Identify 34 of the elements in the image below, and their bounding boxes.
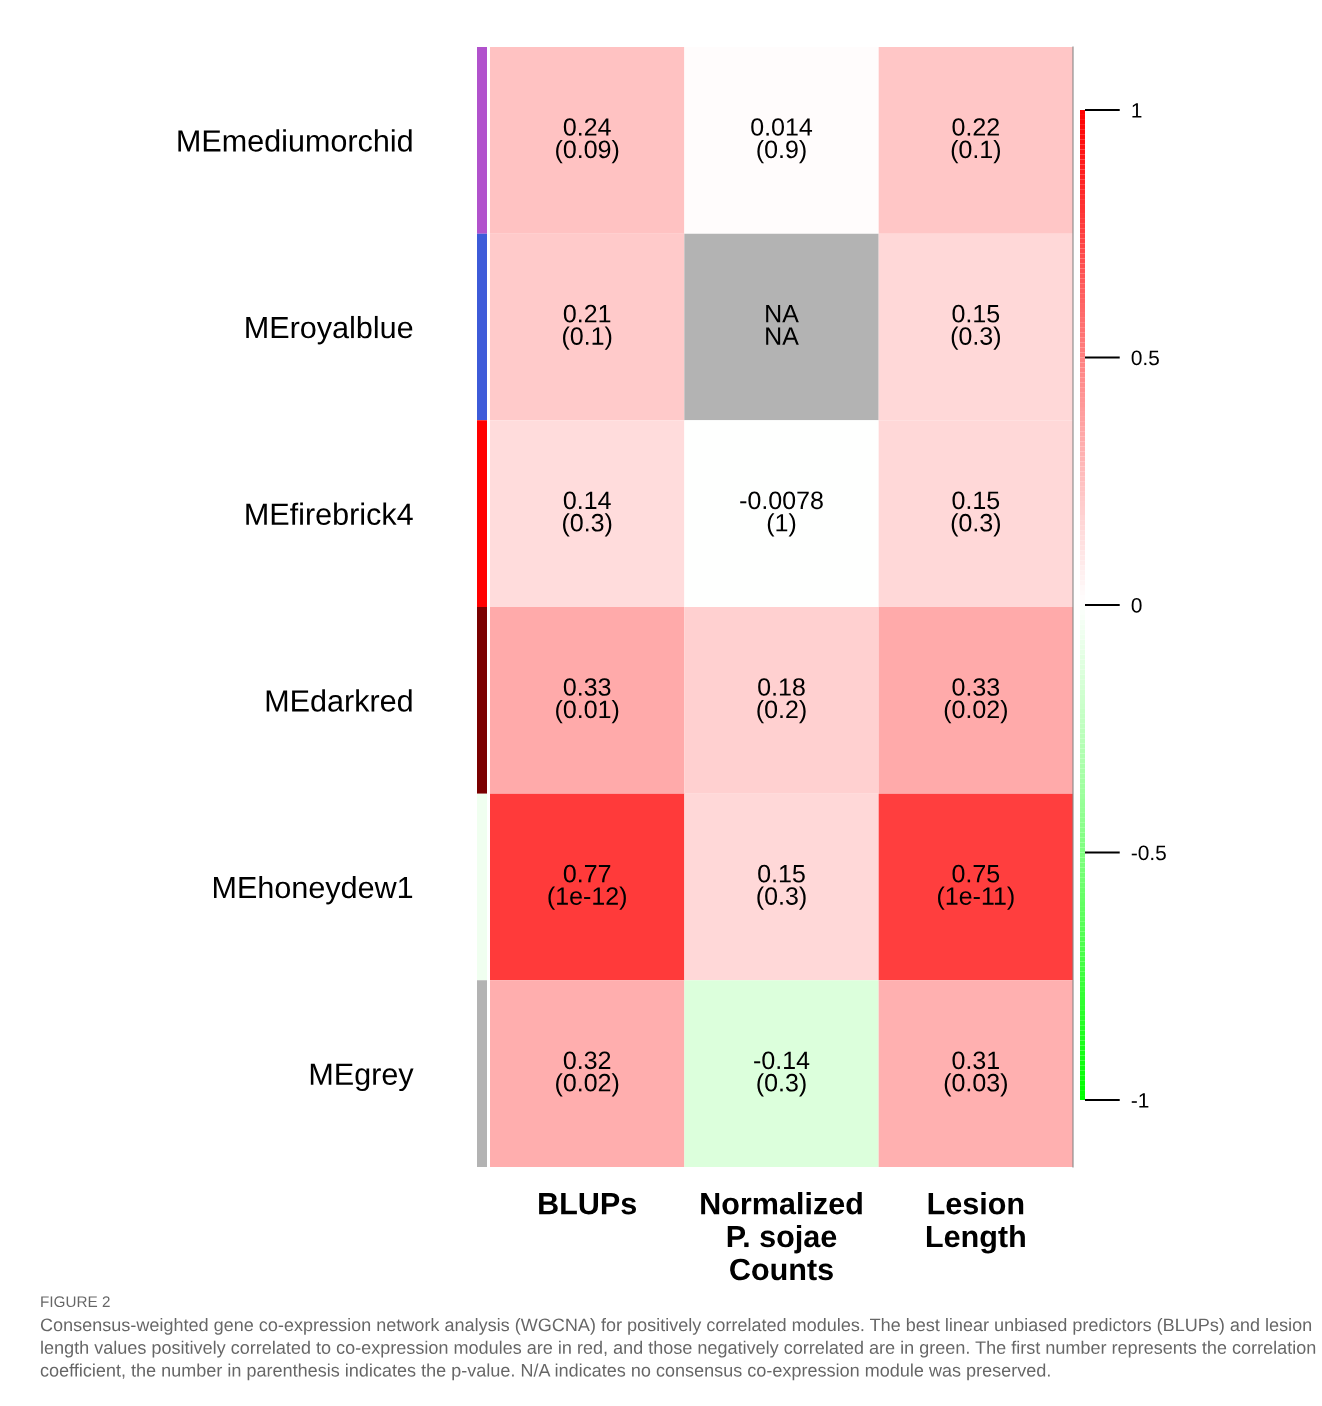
text: NA NA bbox=[766, 305, 799, 345]
y-tick-label: MEgrey bbox=[310, 1063, 414, 1092]
color-bar-label: 0.5 bbox=[1131, 350, 1159, 366]
data-label: -0.0078 (1) bbox=[740, 491, 823, 537]
data-label: 0.21 (0.1) bbox=[563, 304, 612, 350]
data-label: 0.15 (0.3) bbox=[757, 864, 806, 910]
data-label: 0.24 (0.09) bbox=[556, 118, 619, 164]
y-tick-label: MEhoneydew1 bbox=[214, 875, 413, 905]
y-tick-label: MEdarkred bbox=[266, 689, 412, 712]
data-label: -0.14 (0.3) bbox=[754, 1051, 810, 1097]
color-bar-label: 0 bbox=[1131, 598, 1142, 613]
color-bar-label: -0.5 bbox=[1131, 845, 1166, 861]
caption: FIGURE 2 bbox=[41, 1296, 110, 1308]
data-label: 0.33 (0.01) bbox=[556, 678, 619, 724]
x-tick-label: BLUPs bbox=[539, 1193, 636, 1215]
data-label: 0.75 (1e-11) bbox=[938, 864, 1014, 910]
y-tick-label: MEroyalblue bbox=[246, 315, 413, 345]
color-bar-label: -1 bbox=[1131, 1093, 1149, 1108]
y-tick-label: MEmediumorchid bbox=[178, 129, 412, 152]
data-label: 0.15 (0.3) bbox=[951, 491, 1000, 537]
data-label: 0.18 (0.2) bbox=[757, 678, 806, 724]
x-tick-label: Lesion Length bbox=[926, 1192, 1025, 1254]
text: Consensus-weighted gene co-expression network analysis (WGCNA) for positively correlated modules. The best linear unbiased predictors (BLUPs) and lesion length values positively correlated to co-expression modules are in red, and those negatively correlated are in green. The first number represents the correlation coefficient, the number in parenthesis indicates the p-value. N/A indicates no consensus co-expression module was preserved. bbox=[40, 1318, 1316, 1381]
data-label: 0.32 (0.02) bbox=[556, 1051, 619, 1097]
data-label: 0.33 (0.02) bbox=[944, 678, 1007, 724]
data-label: 0.77 (1e-12) bbox=[548, 864, 626, 910]
x-tick-label: Normalized P. sojae Counts bbox=[701, 1192, 862, 1281]
data-label: 0.014 (0.9) bbox=[751, 118, 813, 164]
y-tick-label: MEfirebrick4 bbox=[246, 502, 413, 526]
data-label: 0.22 (0.1) bbox=[951, 118, 1000, 164]
data-label: 0.15 (0.3) bbox=[951, 304, 1000, 350]
data-label: 0.14 (0.3) bbox=[563, 491, 612, 537]
color-bar-label: 1 bbox=[1132, 103, 1142, 118]
data-label: 0.31 (0.03) bbox=[944, 1051, 1007, 1097]
